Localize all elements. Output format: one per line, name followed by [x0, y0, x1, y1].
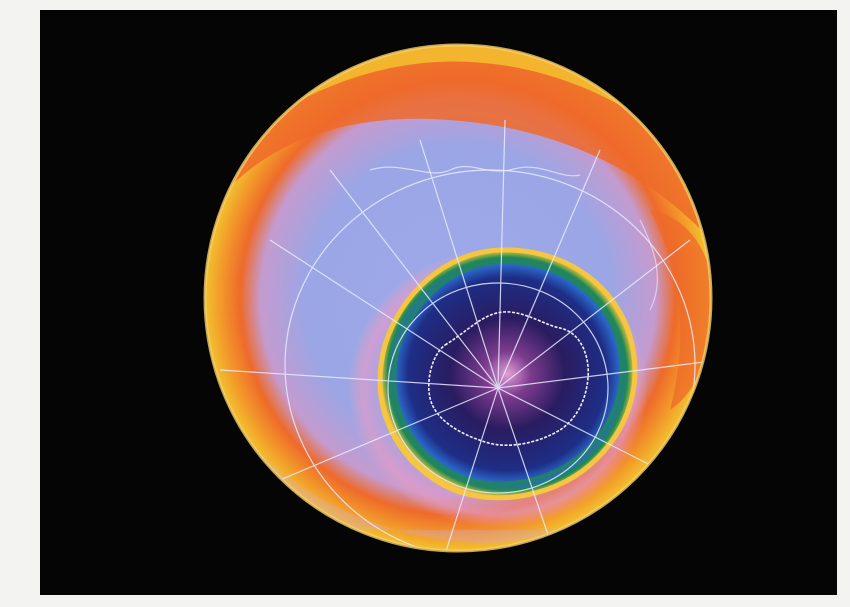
globe-illustration: [203, 43, 713, 553]
ozone-hole: [377, 247, 638, 501]
meridian-3: [497, 149, 601, 389]
meridian-1: [419, 139, 499, 389]
meridian-11: [269, 239, 499, 389]
meridian-12: [329, 169, 499, 389]
latitude-ring-1: [387, 282, 609, 494]
meridian-9: [279, 387, 499, 481]
continent-outline-right: [639, 219, 658, 311]
continent-outline-top: [369, 165, 581, 177]
antarctica-outline: [428, 311, 590, 446]
photo-frame: [40, 10, 837, 595]
meridian-2: [497, 119, 506, 389]
meridian-8: [439, 387, 499, 551]
orange-band-right: [650, 210, 711, 410]
meridian-10: [219, 369, 499, 389]
meridian-5: [497, 359, 711, 389]
meridian-4: [497, 239, 691, 389]
globe-rim: [203, 43, 713, 553]
hole-green-ring: [392, 259, 624, 486]
